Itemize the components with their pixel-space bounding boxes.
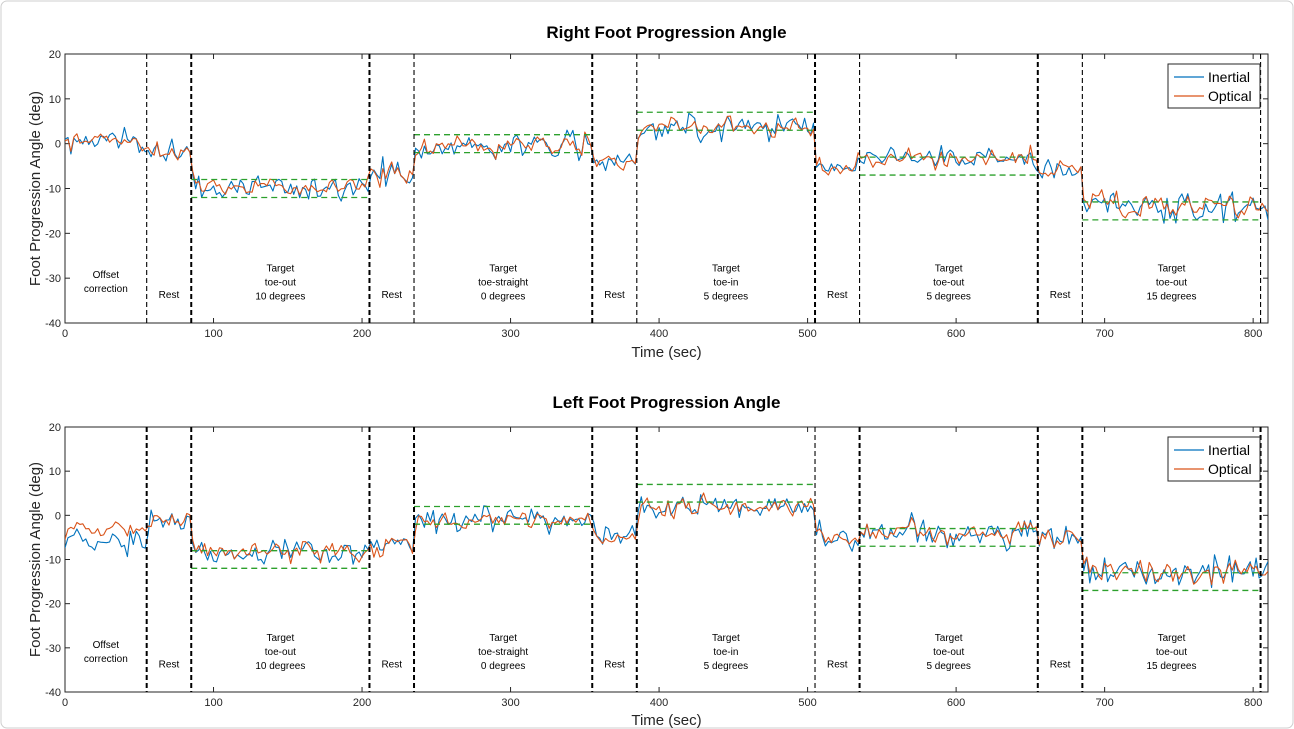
segment-label: toe-out	[1156, 277, 1187, 288]
legend-box	[1167, 63, 1261, 109]
legend: Inertial Optical	[1167, 436, 1261, 482]
segment-label: 5 degrees	[704, 291, 748, 302]
segment-label: toe-out	[265, 277, 296, 288]
segment-label: Target	[266, 263, 294, 274]
y-tick-label: -40	[45, 687, 61, 699]
segment-label: 15 degrees	[1146, 291, 1196, 302]
segment-label: Rest	[604, 659, 625, 670]
y-tick-label: -10	[45, 555, 61, 567]
segment-label: Target	[935, 263, 963, 274]
chart-title: Left Foot Progression Angle	[553, 393, 781, 412]
y-tick-label: -20	[45, 599, 61, 611]
x-axis-label: Time (sec)	[631, 344, 701, 361]
segment-label: Rest	[159, 290, 180, 301]
series-line-inertial	[65, 112, 1268, 224]
segment-label: Rest	[1050, 659, 1071, 670]
segment-label: correction	[84, 284, 128, 295]
segment-label: toe-straight	[478, 647, 528, 658]
plot-area	[65, 483, 1268, 592]
y-tick-label: 10	[49, 94, 61, 106]
segment-label: Rest	[827, 659, 848, 670]
legend-label: Optical	[1208, 88, 1252, 104]
segment-label: 10 degrees	[255, 291, 305, 302]
x-tick-label: 800	[1244, 697, 1262, 709]
segment-label: Target	[489, 263, 517, 274]
segment-label: 10 degrees	[255, 661, 305, 672]
x-tick-label: 100	[204, 328, 222, 340]
y-tick-label: 20	[49, 49, 61, 61]
series-line-optical	[65, 492, 1268, 586]
x-tick-label: 700	[1095, 697, 1113, 709]
segment-label: toe-out	[265, 647, 296, 658]
legend-label: Inertial	[1208, 69, 1250, 85]
segment-label: 5 degrees	[704, 661, 748, 672]
chart-1: Right Foot Progression Angle -40 -30 -20 -10…	[27, 23, 1269, 361]
segment-label: toe-out	[1156, 647, 1187, 658]
y-tick-label: -30	[45, 643, 61, 655]
y-tick-label: 10	[49, 466, 61, 478]
segment-label: Target	[712, 633, 740, 644]
segment-label: 0 degrees	[481, 661, 525, 672]
y-tick-label: -40	[45, 318, 61, 330]
segment-label: Rest	[827, 290, 848, 301]
y-axis-label: Foot Progression Angle (deg)	[27, 462, 44, 657]
x-tick-label: 300	[501, 328, 519, 340]
segment-label: Target	[712, 263, 740, 274]
segment-label: 15 degrees	[1146, 661, 1196, 672]
segment-label: Target	[1158, 263, 1186, 274]
y-tick-label: 0	[55, 510, 61, 522]
series-line-optical	[65, 115, 1268, 219]
segment-label: Target	[935, 633, 963, 644]
segment-label: 0 degrees	[481, 291, 525, 302]
x-tick-label: 0	[62, 328, 68, 340]
segment-label: Offset	[93, 270, 120, 281]
x-tick-label: 600	[947, 328, 965, 340]
x-tick-label: 100	[204, 697, 222, 709]
segment-label: toe-out	[933, 647, 964, 658]
legend-label: Optical	[1208, 461, 1252, 477]
segment-label: Target	[1158, 633, 1186, 644]
chart-title: Right Foot Progression Angle	[546, 23, 786, 42]
segment-label: Rest	[159, 659, 180, 670]
x-tick-label: 400	[650, 328, 668, 340]
segment-label: toe-straight	[478, 277, 528, 288]
y-tick-label: 20	[49, 422, 61, 434]
segment-label: Rest	[381, 290, 402, 301]
x-tick-label: 700	[1095, 328, 1113, 340]
segment-label: Target	[266, 633, 294, 644]
segment-label: correction	[84, 654, 128, 665]
segment-label: toe-in	[713, 277, 738, 288]
segment-label: toe-out	[933, 277, 964, 288]
y-tick-label: -10	[45, 184, 61, 196]
segment-label: Rest	[1050, 290, 1071, 301]
legend-label: Inertial	[1208, 442, 1250, 458]
x-tick-label: 800	[1244, 328, 1262, 340]
x-axis-label: Time (sec)	[631, 712, 701, 729]
chart-2: Left Foot Progression Angle -40 -30 -20 -10 0…	[27, 393, 1269, 729]
x-tick-label: 0	[62, 697, 68, 709]
x-tick-label: 500	[798, 697, 816, 709]
x-tick-label: 500	[798, 328, 816, 340]
x-tick-label: 200	[353, 697, 371, 709]
legend-box	[1167, 436, 1261, 482]
y-tick-label: -30	[45, 273, 61, 285]
segment-label: Rest	[381, 659, 402, 670]
x-tick-label: 300	[501, 697, 519, 709]
x-tick-label: 600	[947, 697, 965, 709]
segment-label: 5 degrees	[926, 661, 970, 672]
segment-label: Offset	[93, 640, 120, 651]
y-tick-label: 0	[55, 139, 61, 151]
segment-label: toe-in	[713, 647, 738, 658]
x-tick-label: 200	[353, 328, 371, 340]
segment-label: Target	[489, 633, 517, 644]
x-tick-label: 400	[650, 697, 668, 709]
segment-label: 5 degrees	[926, 291, 970, 302]
plot-area	[65, 111, 1268, 224]
y-axis-label: Foot Progression Angle (deg)	[27, 91, 44, 286]
legend: Inertial Optical	[1167, 63, 1261, 109]
y-tick-label: -20	[45, 228, 61, 240]
segment-label: Rest	[604, 290, 625, 301]
